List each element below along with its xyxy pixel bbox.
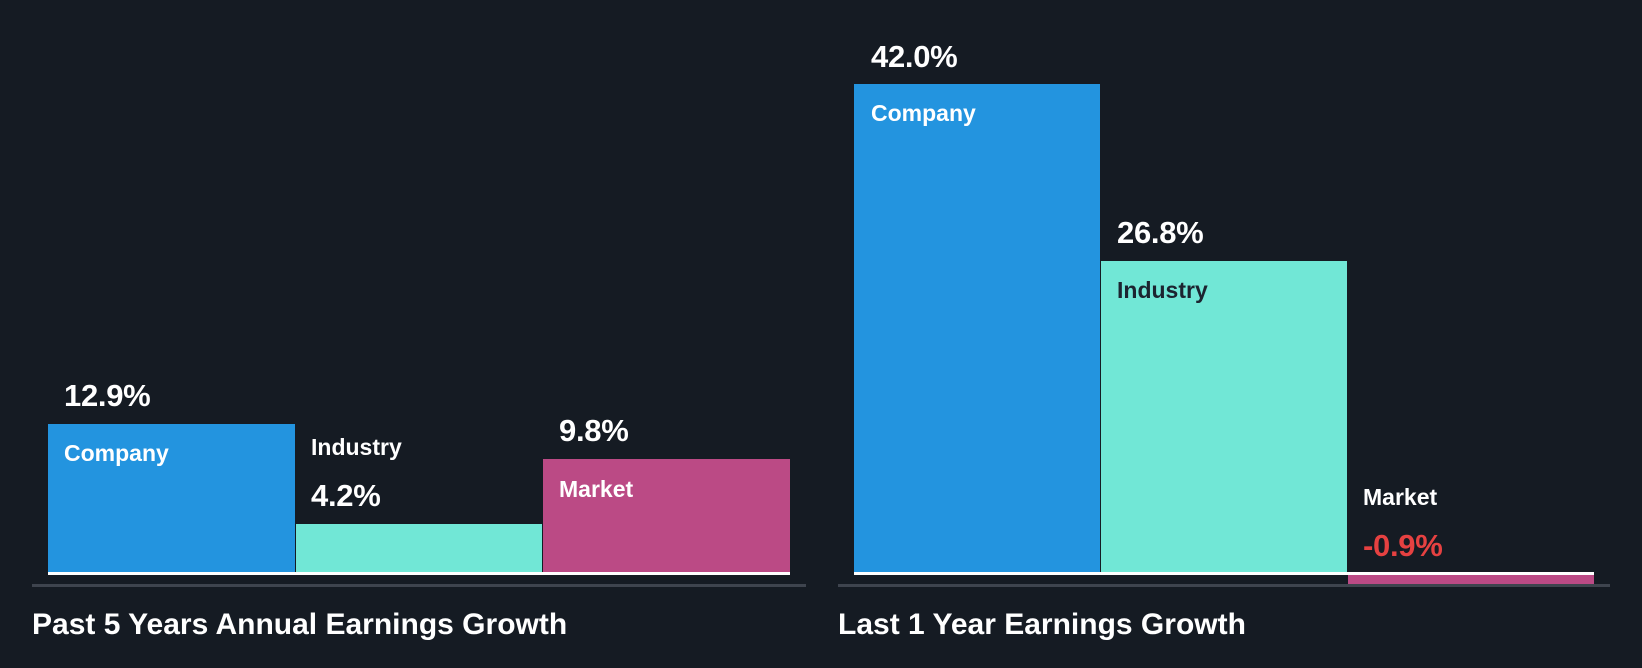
bar-company <box>854 84 1100 573</box>
zero-baseline <box>854 572 1594 575</box>
bar-industry <box>1101 261 1347 573</box>
category-label-industry: Industry <box>311 434 402 460</box>
category-label-company: Company <box>64 440 169 466</box>
x-axis-line <box>32 584 806 587</box>
value-label-industry: 26.8% <box>1117 215 1204 250</box>
value-label-market: 9.8% <box>559 413 629 448</box>
value-label-industry: 4.2% <box>311 478 381 513</box>
value-label-company: 12.9% <box>64 378 151 413</box>
bar-market <box>1348 574 1594 584</box>
chart-past-5-years: 12.9% Company Industry 4.2% 9.8% Market … <box>32 378 806 641</box>
category-label-industry: Industry <box>1117 277 1208 303</box>
zero-baseline <box>48 572 790 575</box>
chart-title: Past 5 Years Annual Earnings Growth <box>32 608 568 641</box>
x-axis-line <box>838 584 1610 587</box>
bar-company <box>48 424 295 573</box>
category-label-market: Market <box>1363 484 1438 510</box>
bar-market <box>543 459 790 573</box>
value-label-market: -0.9% <box>1363 528 1443 563</box>
category-label-company: Company <box>871 100 976 126</box>
bar-industry <box>296 524 542 573</box>
value-label-company: 42.0% <box>871 39 958 74</box>
chart-title: Last 1 Year Earnings Growth <box>838 608 1246 641</box>
category-label-market: Market <box>559 476 634 502</box>
